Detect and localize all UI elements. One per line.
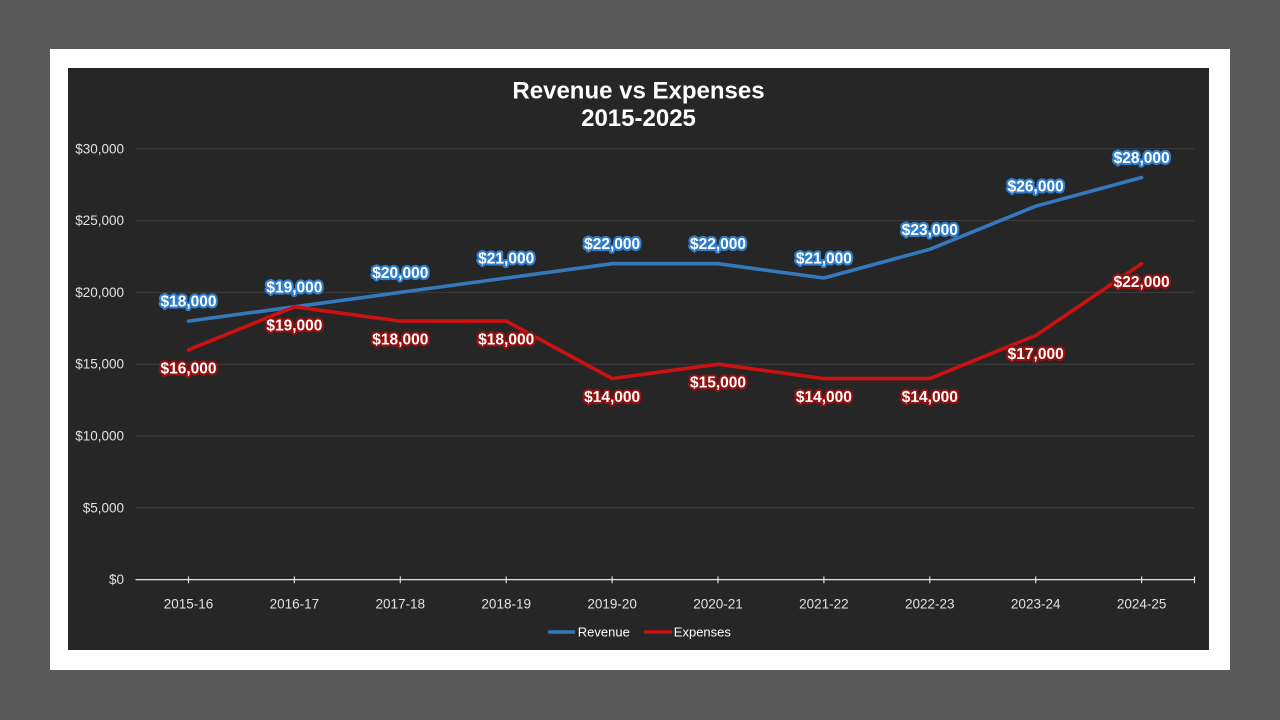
svg-text:$5,000: $5,000 (83, 500, 124, 515)
svg-text:$23,000: $23,000 (902, 222, 958, 239)
svg-text:$25,000: $25,000 (75, 213, 124, 228)
svg-text:$21,000: $21,000 (478, 251, 534, 268)
svg-text:Expenses: Expenses (674, 624, 732, 639)
svg-text:2020-21: 2020-21 (693, 597, 743, 612)
svg-text:$17,000: $17,000 (1008, 346, 1064, 363)
svg-text:$21,000: $21,000 (796, 251, 852, 268)
svg-text:2022-23: 2022-23 (905, 597, 955, 612)
svg-text:2015-16: 2015-16 (164, 597, 214, 612)
svg-text:$18,000: $18,000 (372, 332, 428, 349)
svg-text:$19,000: $19,000 (266, 317, 322, 334)
svg-text:$26,000: $26,000 (1008, 179, 1064, 196)
svg-text:2023-24: 2023-24 (1011, 597, 1061, 612)
svg-text:$18,000: $18,000 (160, 294, 216, 311)
svg-text:$14,000: $14,000 (796, 389, 852, 406)
svg-text:2019-20: 2019-20 (587, 597, 637, 612)
svg-text:Revenue: Revenue (578, 624, 630, 639)
svg-text:$20,000: $20,000 (372, 265, 428, 282)
svg-text:$22,000: $22,000 (690, 236, 746, 253)
svg-text:$30,000: $30,000 (75, 141, 124, 156)
svg-text:$28,000: $28,000 (1114, 150, 1170, 167)
svg-text:2017-18: 2017-18 (376, 597, 426, 612)
svg-text:$14,000: $14,000 (584, 389, 640, 406)
svg-text:$22,000: $22,000 (1114, 274, 1170, 291)
svg-text:Revenue vs Expenses: Revenue vs Expenses (512, 78, 764, 105)
svg-text:2018-19: 2018-19 (481, 597, 531, 612)
svg-text:$20,000: $20,000 (75, 285, 124, 300)
svg-text:$15,000: $15,000 (75, 357, 124, 372)
svg-text:$0: $0 (109, 572, 124, 587)
svg-text:2024-25: 2024-25 (1117, 597, 1167, 612)
svg-text:2021-22: 2021-22 (799, 597, 849, 612)
svg-text:$18,000: $18,000 (478, 332, 534, 349)
svg-text:$16,000: $16,000 (160, 360, 216, 377)
svg-text:$22,000: $22,000 (584, 236, 640, 253)
svg-text:$19,000: $19,000 (266, 279, 322, 296)
svg-text:2015-2025: 2015-2025 (581, 105, 696, 132)
svg-text:$15,000: $15,000 (690, 375, 746, 392)
svg-text:$10,000: $10,000 (75, 429, 124, 444)
svg-text:$14,000: $14,000 (902, 389, 958, 406)
svg-text:2016-17: 2016-17 (270, 597, 320, 612)
